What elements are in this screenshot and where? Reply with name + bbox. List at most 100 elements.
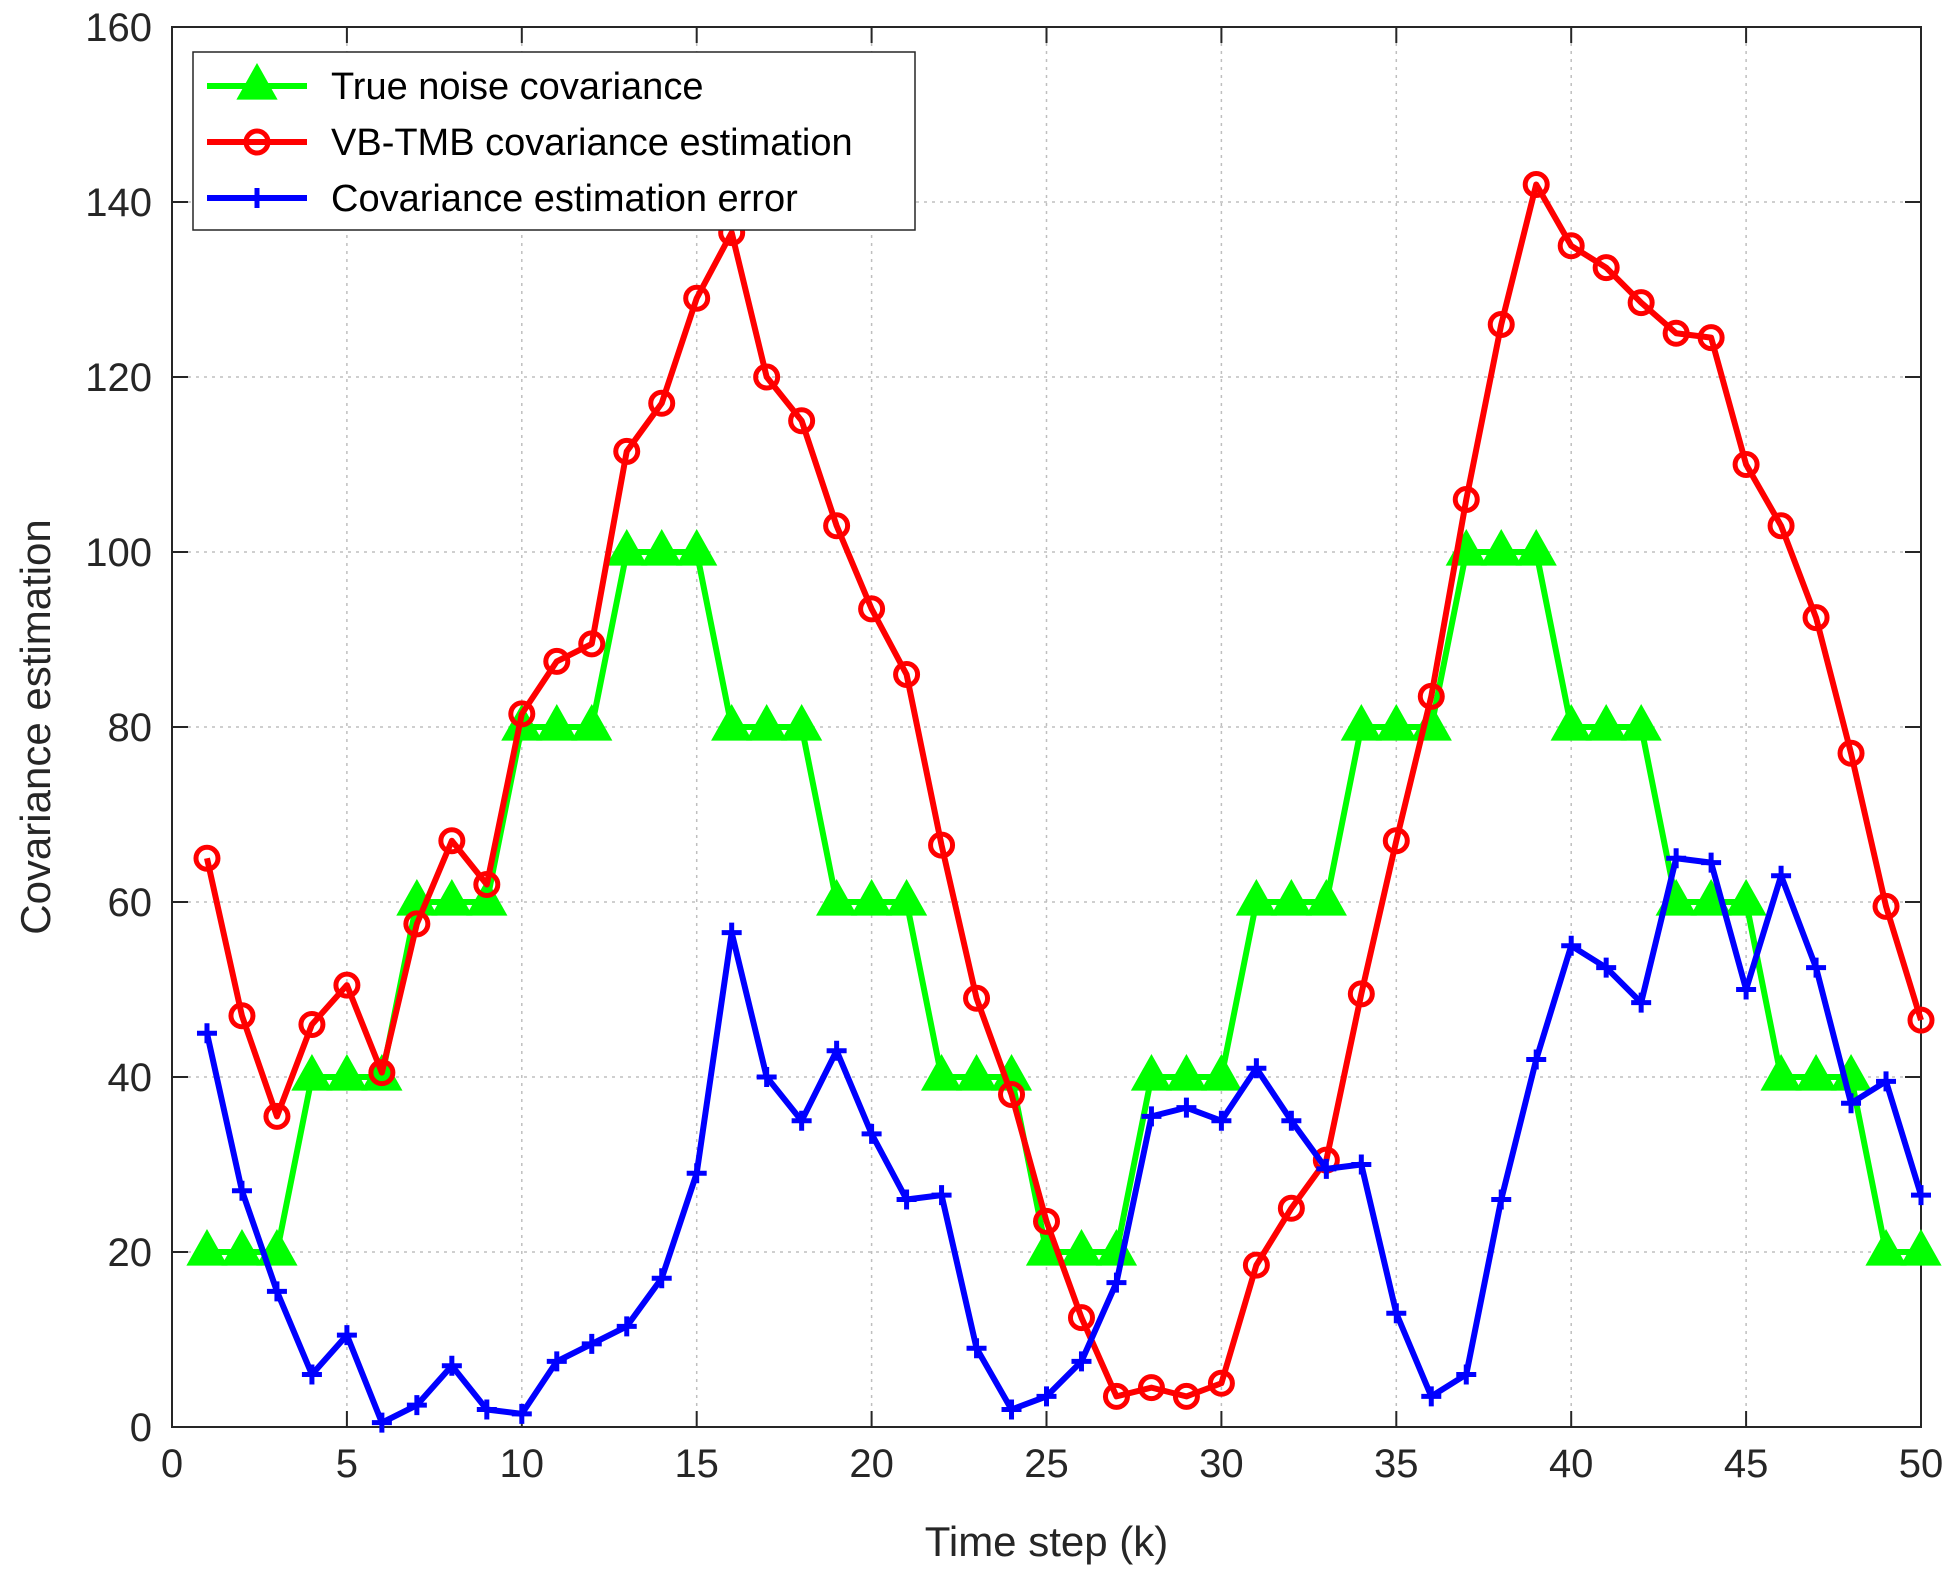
data-point — [616, 1316, 637, 1337]
data-point — [826, 1040, 847, 1061]
data-point — [955, 1053, 998, 1091]
series-line — [204, 855, 1924, 1426]
x-tick-label: 15 — [674, 1442, 719, 1486]
data-point — [676, 528, 718, 566]
data-point — [823, 512, 851, 540]
axis-ticks: 0 5 10 15 20 25 30 35 40 45 50 0 20 40 60 80 100 120 140 16… — [85, 6, 1943, 1486]
data-point — [1841, 1093, 1862, 1114]
data-point — [1620, 703, 1662, 741]
data-point — [963, 984, 991, 1012]
data-point — [571, 703, 613, 741]
data-point — [1200, 1053, 1243, 1091]
y-tick-label: 80 — [108, 706, 153, 750]
data-point — [1732, 451, 1760, 478]
data-point — [336, 1325, 357, 1346]
data-point — [1176, 1097, 1197, 1118]
data-point — [1172, 1382, 1200, 1410]
x-tick-label: 25 — [1024, 1442, 1069, 1486]
data-point — [1837, 739, 1865, 767]
data-point — [1480, 528, 1522, 566]
data-point — [1662, 319, 1690, 347]
y-axis-label: Covariance estimation — [12, 519, 59, 935]
data-point — [1417, 682, 1445, 710]
data-point — [1060, 1228, 1103, 1266]
data-point — [850, 878, 893, 916]
legend-label: Covariance estimation error — [331, 178, 798, 220]
y-tick-label: 120 — [85, 356, 152, 400]
data-point — [1165, 1053, 1208, 1091]
y-tick-label: 60 — [108, 881, 153, 925]
data-point — [1305, 878, 1347, 916]
data-point — [1095, 1228, 1138, 1266]
legend-label: True noise covariance — [331, 66, 703, 108]
data-point — [326, 1053, 368, 1091]
data-point — [1491, 1189, 1512, 1210]
data-point — [368, 1059, 396, 1087]
data-point — [1242, 1251, 1270, 1279]
data-point — [431, 878, 473, 916]
data-point — [1631, 992, 1652, 1013]
data-point — [228, 1002, 256, 1030]
data-point — [1347, 980, 1375, 1008]
data-point — [536, 703, 578, 741]
x-tick-label: 45 — [1724, 1442, 1769, 1486]
series-layer — [186, 171, 1942, 1433]
data-point — [1235, 878, 1277, 916]
data-point — [1561, 935, 1582, 956]
data-point — [651, 1268, 672, 1289]
data-point — [1277, 1194, 1305, 1222]
legend-marker — [247, 188, 267, 208]
data-point — [1522, 171, 1550, 198]
data-point — [1911, 1185, 1931, 1206]
data-point — [1001, 1399, 1022, 1420]
data-point — [301, 1364, 322, 1385]
series-3 — [196, 848, 1931, 1433]
data-point — [1207, 1369, 1235, 1397]
data-point — [476, 1399, 497, 1420]
legend-marker — [243, 128, 271, 156]
series-line — [204, 181, 1924, 1400]
data-point — [221, 1228, 263, 1266]
x-tick-label: 50 — [1899, 1442, 1944, 1486]
data-point — [1865, 1228, 1907, 1266]
data-point — [1340, 703, 1382, 741]
data-point — [966, 1338, 987, 1359]
data-point — [1211, 1110, 1232, 1131]
data-point — [1386, 1303, 1407, 1324]
data-point — [298, 1011, 326, 1038]
legend-item: True noise covariance — [207, 62, 703, 108]
data-point — [1141, 1106, 1162, 1127]
data-point — [1106, 1272, 1127, 1293]
data-point — [781, 703, 823, 741]
data-point — [1725, 878, 1767, 916]
data-point — [1771, 865, 1792, 886]
data-point — [885, 878, 928, 916]
series-2 — [193, 171, 1935, 1410]
data-point — [581, 1333, 602, 1354]
data-point — [333, 971, 361, 999]
data-point — [1316, 1158, 1337, 1179]
data-point — [861, 1123, 882, 1144]
data-point — [1592, 254, 1620, 282]
data-point — [1130, 1053, 1173, 1091]
data-point — [1033, 1207, 1060, 1235]
legend-items: True noise covariance VB-TMB covariance e… — [207, 62, 853, 220]
legend-label: VB-TMB covariance estimation — [331, 122, 853, 164]
data-point — [1697, 324, 1725, 352]
data-point — [746, 703, 788, 741]
data-point — [756, 1067, 777, 1087]
data-point — [186, 1228, 228, 1266]
y-tick-label: 160 — [85, 6, 152, 50]
data-point — [753, 363, 781, 391]
data-point — [641, 528, 683, 566]
x-tick-label: 5 — [336, 1442, 358, 1486]
data-point — [1351, 1154, 1372, 1175]
data-point — [1071, 1351, 1092, 1372]
data-point — [1585, 703, 1627, 741]
data-point — [683, 284, 711, 312]
data-point — [1452, 486, 1480, 513]
data-point — [231, 1180, 252, 1201]
data-point — [1137, 1374, 1165, 1402]
data-point — [1456, 1364, 1477, 1385]
